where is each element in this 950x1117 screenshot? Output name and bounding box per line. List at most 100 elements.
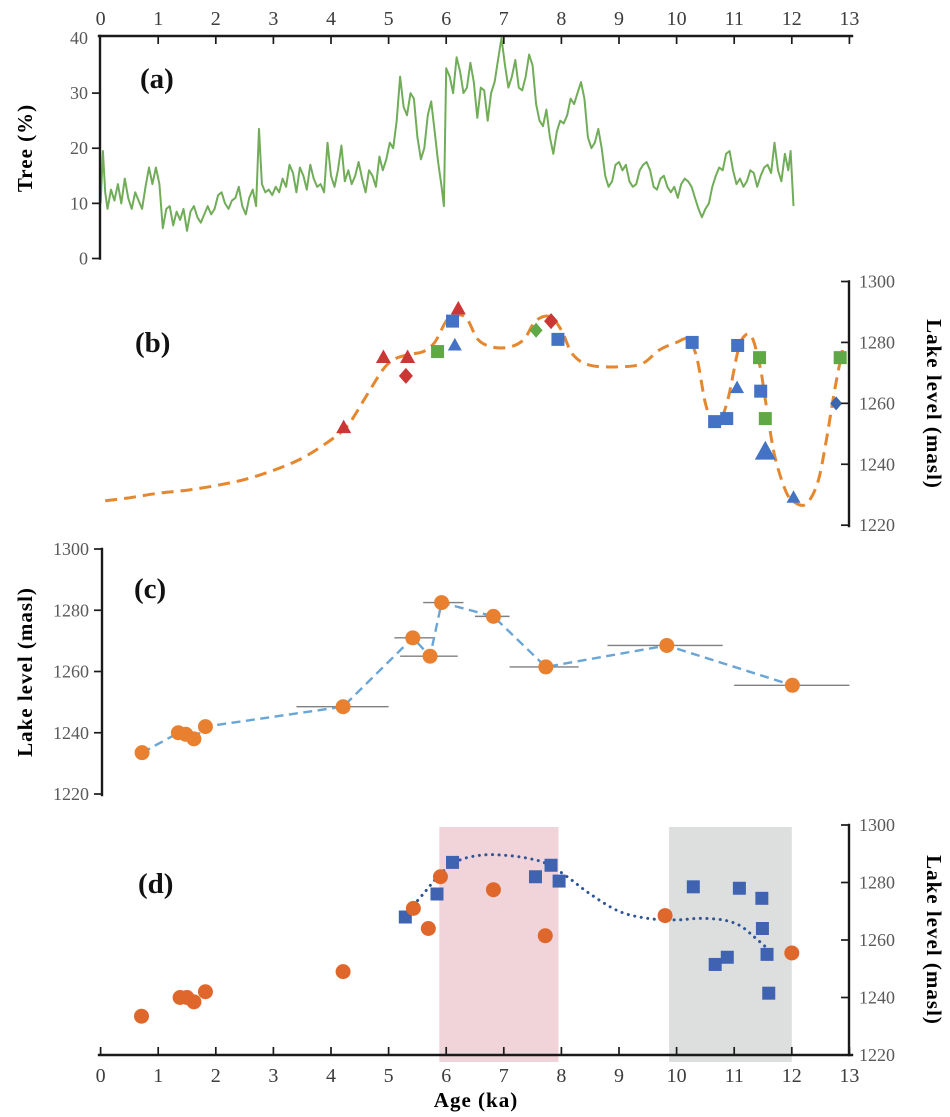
- tick-label: 6: [441, 8, 451, 30]
- tick-label: 1260: [859, 393, 895, 413]
- tick-label: 10: [70, 193, 88, 213]
- tick-label: 11: [725, 1065, 744, 1087]
- blue-square-marker: [430, 887, 444, 901]
- panel-c-letter: (c): [134, 573, 166, 605]
- panel-b-letter: (b): [135, 327, 170, 359]
- orange-circle-marker: [657, 908, 673, 924]
- tick-label: 3: [268, 1065, 278, 1087]
- orange-circle-marker: [405, 630, 421, 646]
- tick-label: 13: [839, 8, 859, 30]
- blue-square-marker: [685, 335, 699, 349]
- orange-circle-marker: [197, 984, 213, 1000]
- orange-circle-marker: [405, 900, 421, 916]
- green-square-marker: [431, 345, 445, 359]
- orange-circle-marker: [134, 745, 150, 761]
- green-square-marker: [758, 412, 772, 426]
- orange-circle-marker: [335, 699, 351, 715]
- tick-label: 7: [499, 1065, 509, 1087]
- x-axis-title: Age (ka): [434, 1088, 518, 1112]
- composite-dotted-curve: [403, 853, 772, 953]
- blue-square-marker: [760, 947, 774, 961]
- tree-percent-line: [99, 37, 795, 232]
- tick-label: 1220: [859, 1045, 895, 1065]
- tree-percent-line-chart: [99, 37, 795, 232]
- red-triangle-marker: [336, 419, 352, 434]
- tick-label: 3: [268, 8, 278, 30]
- blue-square-marker: [552, 874, 566, 888]
- panel-c-lake-level-points: 1220 1240 1260 1280 1300 (c) Lake level (mas…: [13, 539, 850, 804]
- tick-label: 1260: [53, 662, 89, 682]
- tick-label: 1240: [859, 988, 895, 1008]
- tick-label: 2: [211, 8, 221, 30]
- lake-level-errorbar-chart: [134, 595, 850, 761]
- blue-square-marker: [762, 986, 776, 1000]
- orange-circle-marker: [784, 677, 800, 693]
- orange-circle-marker: [538, 659, 554, 675]
- tick-label: 10: [667, 8, 687, 30]
- blue-square-marker: [755, 922, 769, 935]
- blue-square-marker: [720, 412, 734, 426]
- orange-circle-marker: [335, 964, 351, 980]
- pink-highlight-band: [439, 827, 559, 1062]
- tick-label: 1280: [53, 600, 89, 620]
- orange-circle-marker: [784, 945, 800, 961]
- tick-label: 13: [839, 1065, 859, 1087]
- panel-a-letter: (a): [140, 63, 174, 95]
- orange-circle-marker: [434, 595, 450, 611]
- tick-label: 1280: [859, 332, 895, 352]
- composite-scatter-chart: [133, 853, 800, 1024]
- tick-label: 8: [556, 1065, 566, 1087]
- red-diamond-marker: [544, 313, 559, 330]
- blue-square-marker: [720, 950, 734, 964]
- tick-label: 1280: [859, 873, 895, 893]
- blue-square-marker: [544, 858, 558, 872]
- tick-label: 20: [70, 138, 88, 158]
- panel-b-ylabel: Lake level (masl): [922, 319, 946, 489]
- tick-label: 1300: [53, 539, 89, 559]
- panel-c-axes: 1220 1240 1260 1280 1300: [53, 539, 104, 804]
- panel-b-lake-level-proxy: 1220 1240 1260 1280 1300 (b) Lake level (mas…: [105, 272, 946, 535]
- orange-circle-marker: [537, 928, 553, 944]
- blue-triangle-large-marker: [754, 440, 776, 460]
- blue-square-marker: [528, 870, 542, 884]
- orange-circle-marker: [133, 1008, 149, 1024]
- tick-label: 7: [499, 8, 509, 30]
- red-triangle-marker: [450, 300, 466, 315]
- tick-label: 4: [326, 8, 336, 30]
- panel-b-axes: 1220 1240 1260 1280 1300: [841, 272, 895, 535]
- blue-square-marker: [686, 880, 700, 894]
- panel-c-ylabel: Lake level (masl): [13, 587, 37, 757]
- green-square-marker: [753, 351, 767, 365]
- green-square-marker: [833, 351, 847, 365]
- blue-square-marker: [754, 384, 768, 398]
- tick-label: 0: [96, 1065, 106, 1087]
- tick-label: 5: [384, 8, 394, 30]
- tick-label: 1220: [859, 515, 895, 535]
- tick-label: 1260: [859, 930, 895, 950]
- blue-triangle-marker: [730, 380, 745, 394]
- green-diamond-marker: [529, 322, 543, 338]
- tick-label: 40: [70, 28, 88, 48]
- orange-circle-marker: [420, 921, 436, 936]
- tick-label: 10: [667, 1065, 687, 1087]
- tick-label: 1300: [859, 272, 895, 292]
- orange-circle-marker: [422, 648, 438, 664]
- blue-square-marker: [446, 855, 460, 869]
- tick-label: 30: [70, 83, 88, 103]
- tick-label: 1300: [859, 815, 895, 835]
- orange-circle-marker: [197, 719, 213, 735]
- tick-label: 1240: [859, 454, 895, 474]
- blue-square-marker: [732, 881, 746, 895]
- tick-label: 1220: [53, 784, 89, 804]
- red-diamond-marker: [398, 367, 413, 384]
- red-triangle-marker: [400, 349, 416, 364]
- blue-triangle-marker: [786, 490, 801, 503]
- orange-circle-marker: [186, 994, 202, 1010]
- blue-square-marker: [446, 314, 460, 328]
- blue-diamond-marker: [830, 396, 843, 411]
